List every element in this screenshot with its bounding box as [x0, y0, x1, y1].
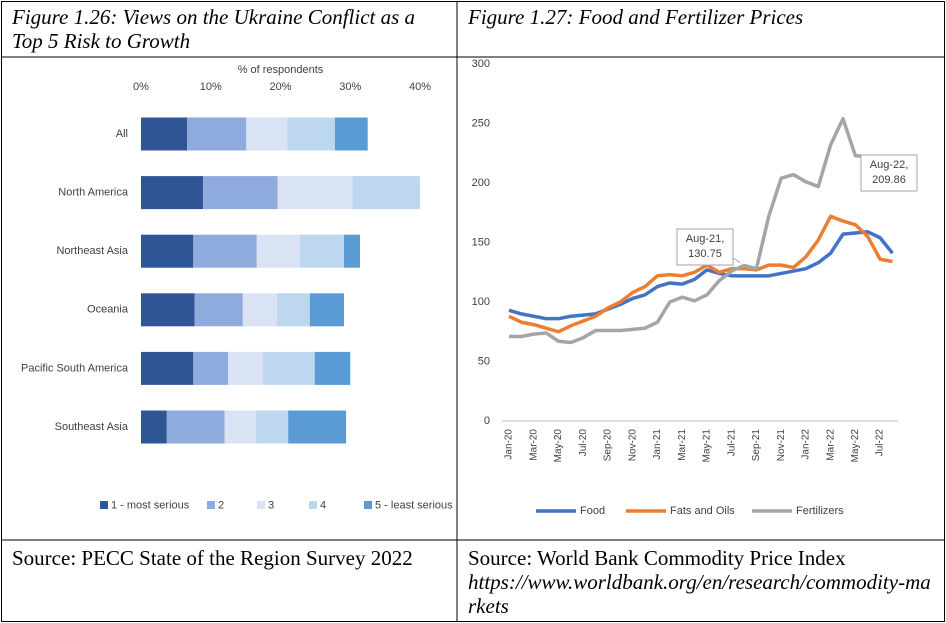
- bar-segment: [287, 117, 335, 151]
- bar-segment: [256, 410, 289, 444]
- y-tick-label: 300: [472, 58, 490, 70]
- bar-segment: [141, 410, 167, 444]
- x-tick-label: Mar-20: [528, 429, 539, 461]
- x-tick-label: Mar-21: [677, 429, 688, 461]
- annotation-box: [676, 228, 734, 266]
- bar-segment: [228, 351, 264, 385]
- x-tick-label: Jul-20: [578, 429, 589, 457]
- bar-segment: [194, 293, 243, 327]
- category-label: Southeast Asia: [55, 421, 129, 433]
- bar-segment: [141, 176, 204, 210]
- bar-segment: [343, 234, 361, 268]
- bar-segment: [242, 293, 278, 327]
- category-label: Oceania: [87, 304, 129, 316]
- legend-label: 5 - least serious: [375, 499, 453, 511]
- x-tick-label: May-22: [850, 429, 861, 463]
- x-tick-label: 0%: [133, 81, 149, 93]
- legend-swatch: [257, 501, 265, 509]
- bar-segment: [246, 117, 288, 151]
- x-tick-label: May-20: [553, 429, 564, 463]
- legend-swatch: [364, 501, 372, 509]
- annotation-text: 209.86: [872, 174, 906, 186]
- bar-segment: [141, 234, 194, 268]
- annotation-text: Aug-21,: [686, 233, 725, 245]
- source: Source: World Bank Commodity Price Index…: [460, 543, 944, 621]
- category-label: Northeast Asia: [56, 245, 128, 257]
- bar-segment: [277, 293, 310, 327]
- y-tick-label: 150: [472, 236, 490, 248]
- x-tick-label: May-21: [702, 429, 713, 463]
- bar-segment: [263, 351, 315, 385]
- legend-label: 2: [218, 499, 224, 511]
- annotation-box: [860, 154, 918, 192]
- bar-segment: [193, 351, 229, 385]
- x-tick-label: Sep-20: [603, 429, 614, 462]
- bar-segment: [141, 117, 188, 151]
- x-tick-label: 30%: [339, 81, 361, 93]
- bar-segment: [256, 234, 301, 268]
- bar-segment: [334, 117, 368, 151]
- annotation-text: Aug-22,: [870, 159, 909, 171]
- bar-segment: [277, 176, 353, 210]
- source-text: Source: World Bank Commodity Price Index: [468, 546, 846, 570]
- bar-segment: [166, 410, 225, 444]
- axis-label: % of respondents: [238, 64, 324, 76]
- bar-segment: [193, 234, 257, 268]
- annotation-leader: [732, 257, 741, 263]
- x-tick-label: Nov-21: [776, 429, 787, 462]
- x-tick-label: 20%: [269, 81, 291, 93]
- legend-swatch: [309, 501, 317, 509]
- bar-segment: [309, 293, 344, 327]
- x-tick-label: 10%: [200, 81, 222, 93]
- bar-segment: [352, 176, 420, 210]
- legend-label: 4: [320, 499, 326, 511]
- series-line: [508, 230, 894, 321]
- legend-label: 1 - most serious: [111, 499, 190, 511]
- x-tick-label: Mar-22: [825, 429, 836, 461]
- series-line: [508, 214, 893, 334]
- y-tick-label: 50: [478, 355, 490, 367]
- category-label: All: [116, 128, 128, 140]
- category-label: North America: [58, 187, 129, 199]
- x-tick-label: Jan-22: [801, 429, 812, 460]
- x-tick-label: Jul-21: [726, 429, 737, 457]
- y-tick-label: 250: [472, 117, 490, 129]
- bar-segment: [224, 410, 257, 444]
- bar-segment: [288, 410, 347, 444]
- annotation-text: 130.75: [688, 248, 722, 260]
- bar-segment: [141, 293, 195, 327]
- bar-segment: [187, 117, 247, 151]
- legend-label: Fats and Oils: [670, 505, 735, 517]
- category-label: Pacific South America: [21, 362, 129, 374]
- bar-segment: [203, 176, 278, 210]
- figure-title: Figure 1.27: Food and Fertilizer Prices: [468, 5, 804, 29]
- x-tick-label: Jan-20: [504, 429, 515, 460]
- source: Source: PECC State of the Region Survey …: [12, 546, 413, 570]
- y-tick-label: 200: [472, 177, 490, 189]
- legend-label: Fertilizers: [796, 505, 844, 517]
- figure-title: Figure 1.26: Views on the Ukraine Confli…: [12, 5, 416, 53]
- bar-segment: [314, 351, 351, 385]
- source-url: https://www.worldbank.org/en/research/co…: [468, 570, 931, 618]
- legend-label: Food: [580, 505, 605, 517]
- x-tick-label: Jan-21: [652, 429, 663, 460]
- x-tick-label: Sep-21: [751, 429, 762, 462]
- y-tick-label: 0: [484, 415, 490, 427]
- x-tick-label: Jul-22: [875, 429, 886, 457]
- bar-segment: [141, 351, 194, 385]
- legend-label: 3: [268, 499, 274, 511]
- x-tick-label: Nov-20: [627, 429, 638, 462]
- bar-segment: [300, 234, 344, 268]
- legend-swatch: [207, 501, 215, 509]
- y-tick-label: 100: [472, 296, 490, 308]
- x-tick-label: 40%: [409, 81, 431, 93]
- legend-swatch: [100, 501, 108, 509]
- series-line: [509, 116, 894, 345]
